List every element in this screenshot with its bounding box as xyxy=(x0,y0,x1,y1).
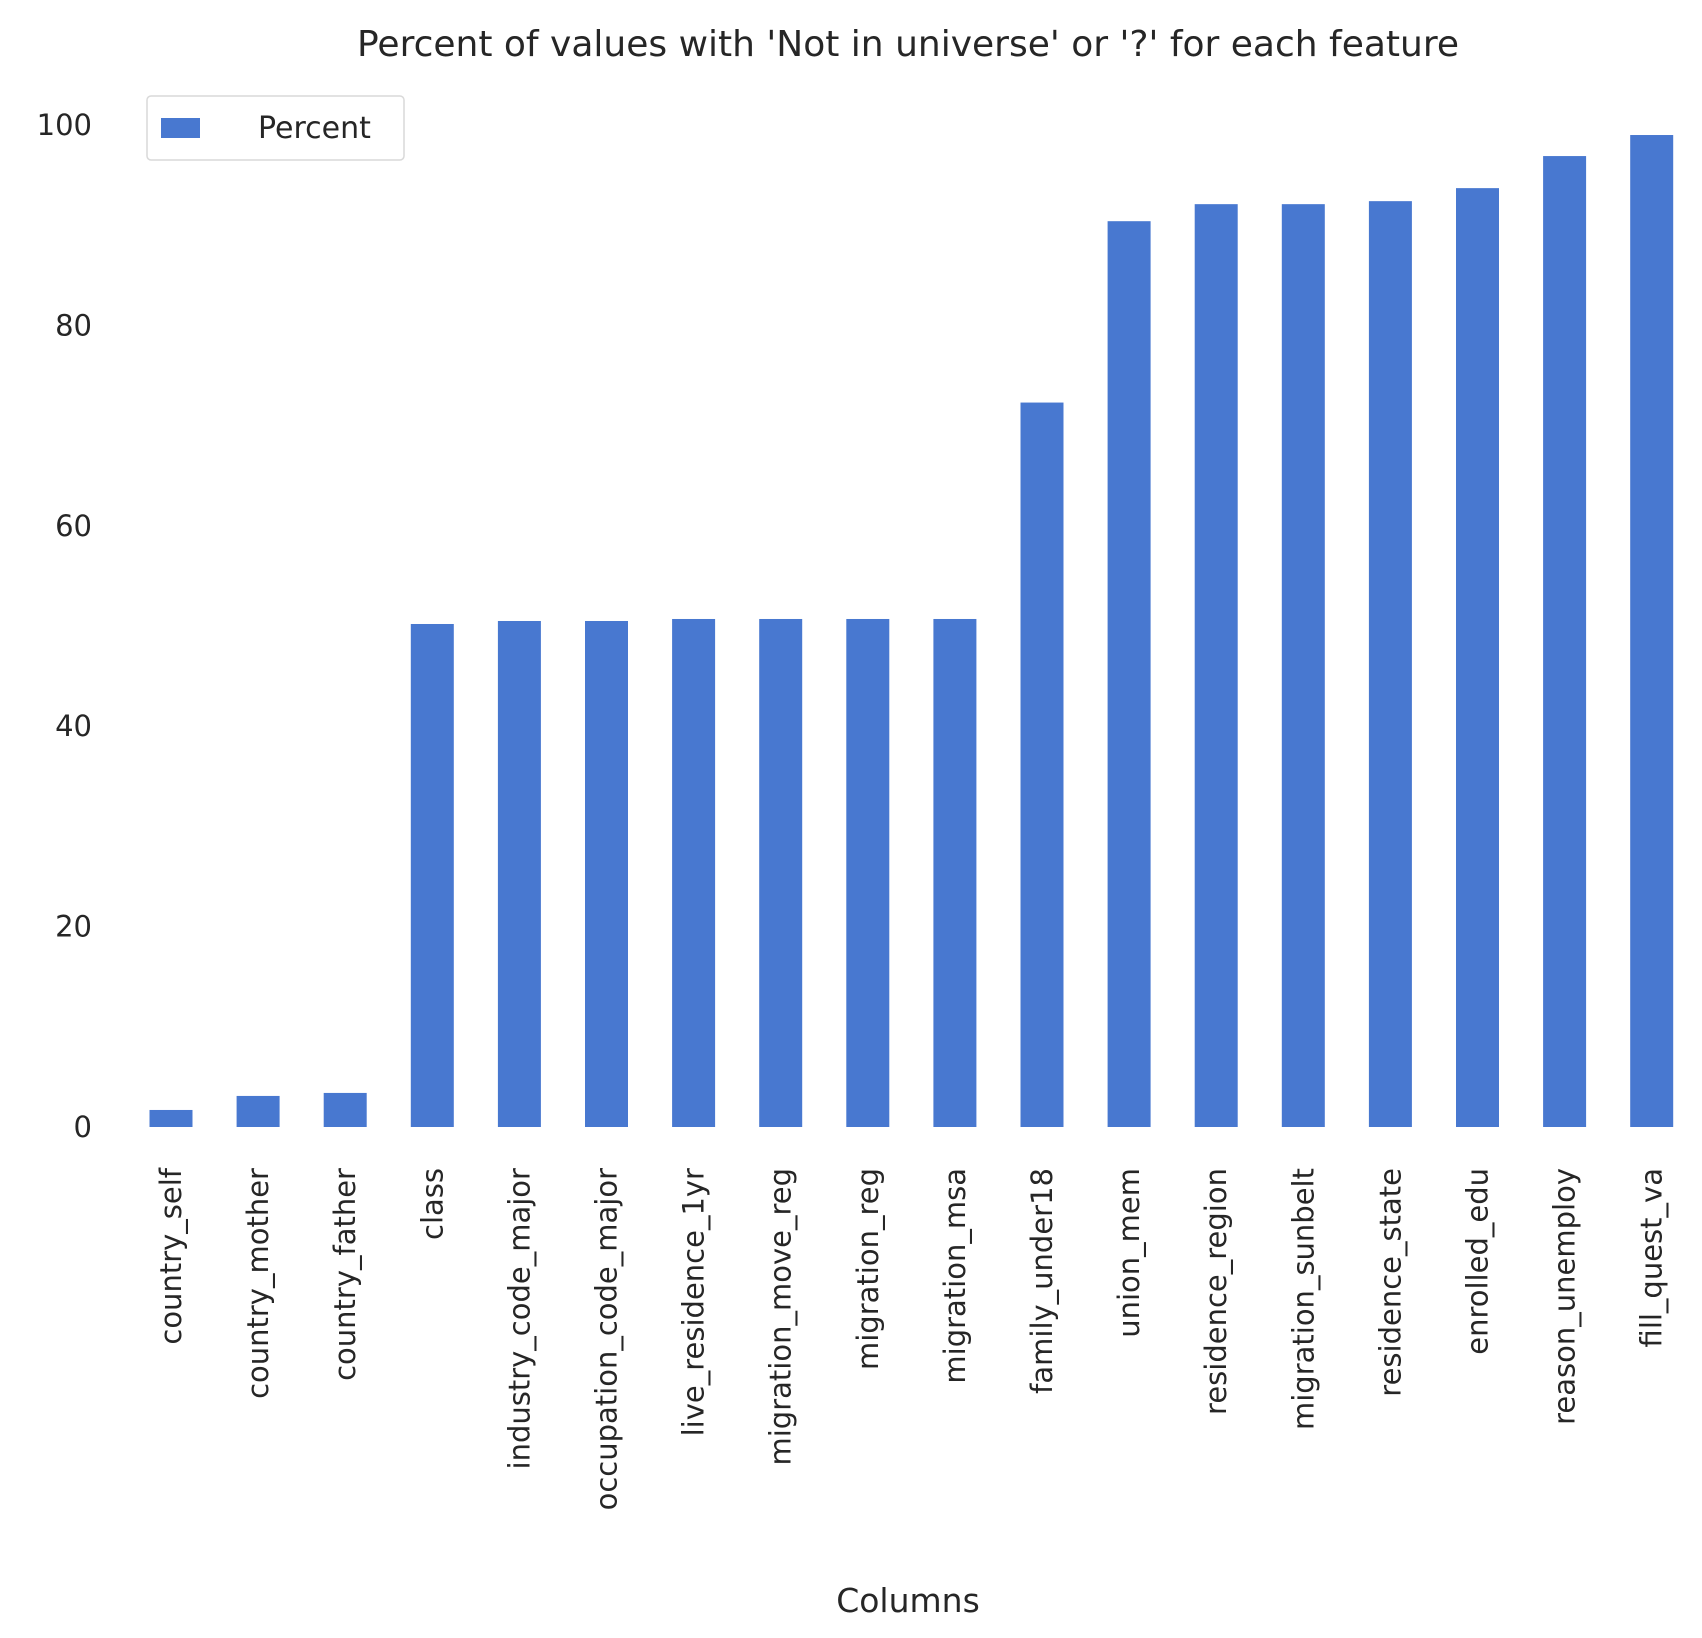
x-tick-label: live_residence_1yr xyxy=(677,1168,711,1436)
x-tick-label: reason_unemploy xyxy=(1548,1168,1582,1425)
bar-residence-region xyxy=(1194,204,1238,1127)
bar-migration-move-reg xyxy=(759,618,803,1127)
x-axis-label: Columns xyxy=(836,1581,980,1620)
x-tick-label: family_under18 xyxy=(1025,1168,1059,1394)
x-tick-label: migration_move_reg xyxy=(764,1168,798,1466)
bar-live-residence-1yr xyxy=(672,618,716,1127)
x-tick-label: class xyxy=(415,1168,449,1240)
legend-label-percent: Percent xyxy=(258,111,371,146)
x-tick-label: fill_quest_va xyxy=(1635,1168,1669,1347)
bar-family-under18 xyxy=(1020,402,1064,1128)
x-tick-label: union_mem xyxy=(1112,1168,1146,1338)
bar-reason-unemploy xyxy=(1543,156,1587,1127)
y-tick-label: 0 xyxy=(74,1110,92,1144)
x-tick-label: migration_sunbelt xyxy=(1286,1168,1320,1430)
y-tick-label: 40 xyxy=(55,709,92,743)
x-tick-label: country_self xyxy=(154,1167,188,1344)
y-tick-label: 80 xyxy=(55,308,92,342)
legend: Percent xyxy=(146,95,405,161)
legend-frame xyxy=(146,95,405,161)
bars-group xyxy=(149,135,1674,1128)
x-tick-label: country_mother xyxy=(241,1168,275,1399)
x-tick-label: occupation_code_major xyxy=(590,1168,624,1510)
legend-swatch-percent xyxy=(161,118,200,138)
x-tick-label: migration_reg xyxy=(851,1168,885,1370)
bar-union-mem xyxy=(1107,221,1151,1127)
bar-migration-msa xyxy=(933,618,977,1127)
x-tick-label: residence_region xyxy=(1199,1168,1233,1415)
bar-residence-state xyxy=(1368,201,1412,1128)
bar-country-self xyxy=(149,1109,193,1127)
chart-title: Percent of values with 'Not in universe'… xyxy=(357,24,1459,65)
x-tick-label: enrolled_edu xyxy=(1461,1168,1495,1355)
y-tick-label: 60 xyxy=(55,509,92,543)
bar-class xyxy=(410,623,454,1127)
bar-industry-code-major xyxy=(497,620,541,1127)
bar-migration-reg xyxy=(846,618,890,1127)
bar-migration-sunbelt xyxy=(1281,204,1325,1127)
bar-enrolled-edu xyxy=(1456,188,1499,1128)
y-tick-label: 100 xyxy=(37,108,92,142)
x-tick-label: country_father xyxy=(328,1168,362,1381)
y-tick-label: 20 xyxy=(55,910,92,944)
bar-country-father xyxy=(323,1092,367,1127)
y-axis-ticks: 0 20 40 60 80 100 xyxy=(37,108,92,1144)
bar-occupation-code-major xyxy=(585,620,628,1127)
x-tick-label: industry_code_major xyxy=(502,1168,536,1470)
x-axis-ticks: country_self country_mother country_father… xyxy=(154,1167,1669,1510)
x-tick-label: migration_msa xyxy=(938,1168,972,1384)
bar-fill-quest-va xyxy=(1630,135,1674,1127)
bar-country-mother xyxy=(236,1095,280,1127)
x-tick-label: residence_state xyxy=(1373,1168,1407,1397)
